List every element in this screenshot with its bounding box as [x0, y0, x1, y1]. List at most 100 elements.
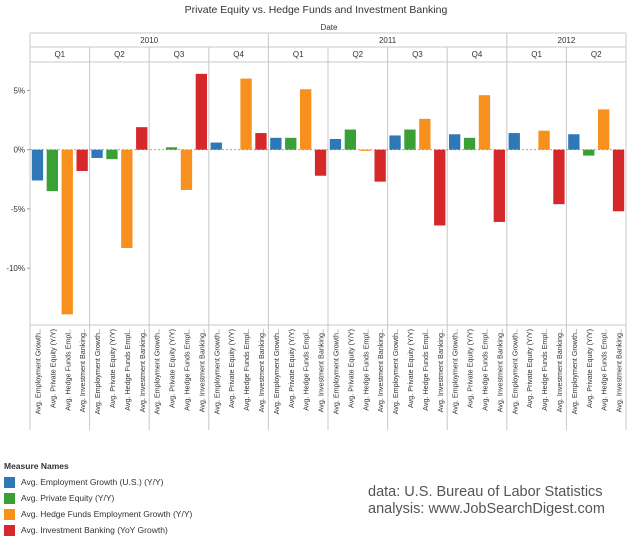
- quarter-header: Q4: [472, 50, 483, 59]
- x-label: Avg. Private Equity (Y/Y): [227, 329, 236, 408]
- x-label: Avg. Private Equity (Y/Y): [406, 329, 415, 408]
- bar: [61, 149, 73, 315]
- quarter-header: Q4: [233, 50, 244, 59]
- bar: [165, 147, 178, 150]
- y-tick-label: -10%: [6, 264, 25, 273]
- year-header: 2012: [558, 36, 576, 45]
- quarter-header: Q2: [591, 50, 602, 59]
- legend-item-hedge-funds[interactable]: Avg. Hedge Funds Employment Growth (Y/Y): [4, 506, 192, 522]
- legend-item-employment-growth[interactable]: Avg. Employment Growth (U.S.) (Y/Y): [4, 474, 192, 490]
- x-label: Avg. Hedge Funds Empl..: [182, 329, 191, 411]
- quarter-header: Q1: [54, 50, 65, 59]
- x-label: Avg. Investment Banking..: [615, 329, 624, 412]
- bar: [463, 137, 476, 150]
- legend: Measure Names Avg. Employment Growth (U.…: [4, 461, 192, 538]
- bar: [419, 118, 431, 150]
- bar: [583, 149, 595, 156]
- x-label: Avg. Private Equity (Y/Y): [168, 329, 177, 408]
- bar: [434, 149, 446, 226]
- source-note: data: U.S. Bureau of Labor Statistics an…: [368, 484, 605, 518]
- x-label: Avg. Investment Banking..: [78, 329, 87, 412]
- x-label: Avg. Private Equity (Y/Y): [525, 329, 534, 408]
- legend-label: Avg. Employment Growth (U.S.) (Y/Y): [21, 477, 164, 487]
- x-label: Avg. Employment Growth..: [153, 329, 162, 414]
- legend-swatch: [4, 476, 15, 488]
- bar: [344, 129, 357, 150]
- x-label: Avg. Hedge Funds Empl..: [421, 329, 430, 411]
- year-header: 2011: [379, 36, 397, 45]
- column-axis-title: Date: [321, 23, 338, 32]
- y-tick-label: 0%: [13, 146, 25, 155]
- x-label: Avg. Employment Growth..: [331, 329, 340, 414]
- bar: [121, 149, 133, 248]
- bar: [374, 149, 386, 182]
- bar: [359, 149, 371, 151]
- quarter-header: Q2: [352, 50, 363, 59]
- y-tick-label: 5%: [13, 86, 25, 95]
- x-label: Avg. Private Equity (Y/Y): [287, 329, 296, 408]
- bar: [240, 78, 252, 150]
- x-label: Avg. Employment Growth..: [33, 329, 42, 414]
- quarter-header: Q3: [174, 50, 185, 59]
- bar: [612, 149, 625, 212]
- legend-item-private-equity[interactable]: Avg. Private Equity (Y/Y): [4, 490, 192, 506]
- bar: [285, 137, 297, 150]
- chart: Private Equity vs. Hedge Funds and Inves…: [6, 4, 627, 430]
- bar: [270, 137, 282, 150]
- bar: [478, 95, 491, 150]
- bar: [299, 89, 312, 150]
- legend-title: Measure Names: [4, 461, 69, 471]
- x-label: Avg. Investment Banking..: [257, 329, 266, 412]
- x-label: Avg. Hedge Funds Empl..: [600, 329, 609, 411]
- legend-label: Avg. Hedge Funds Employment Growth (Y/Y): [21, 509, 193, 519]
- x-label: Avg. Investment Banking..: [197, 329, 206, 412]
- quarter-header: Q2: [114, 50, 125, 59]
- x-label: Avg. Investment Banking..: [495, 329, 504, 412]
- bar: [568, 134, 580, 150]
- bar: [448, 134, 461, 150]
- x-label: Avg. Employment Growth..: [272, 329, 281, 414]
- x-label: Avg. Investment Banking..: [317, 329, 326, 412]
- bar: [553, 149, 565, 205]
- x-label: Avg. Hedge Funds Empl..: [540, 329, 549, 411]
- x-label: Avg. Employment Growth..: [391, 329, 400, 414]
- x-label: Avg. Hedge Funds Empl..: [63, 329, 72, 411]
- x-label: Avg. Private Equity (Y/Y): [466, 329, 475, 408]
- year-header: 2010: [140, 36, 158, 45]
- x-label: Avg. Private Equity (Y/Y): [585, 329, 594, 408]
- bar: [597, 109, 610, 150]
- quarter-header: Q1: [293, 50, 304, 59]
- bar: [180, 149, 193, 190]
- x-label: Avg. Employment Growth..: [212, 329, 221, 414]
- source-line-analysis: analysis: www.JobSearchDigest.com: [368, 501, 605, 517]
- x-label: Avg. Employment Growth..: [510, 329, 519, 414]
- bar: [314, 149, 327, 176]
- x-label: Avg. Employment Growth..: [451, 329, 460, 414]
- legend-item-investment-banking[interactable]: Avg. Investment Banking (YoY Growth): [4, 522, 192, 538]
- bar: [538, 130, 550, 150]
- y-tick-label: -5%: [11, 205, 25, 214]
- bar: [508, 133, 520, 150]
- legend-label: Avg. Private Equity (Y/Y): [21, 493, 115, 503]
- legend-swatch: [4, 524, 15, 536]
- bar: [46, 149, 59, 192]
- x-label: Avg. Investment Banking..: [376, 329, 385, 412]
- source-line-data: data: U.S. Bureau of Labor Statistics: [368, 484, 603, 500]
- bar: [389, 135, 401, 150]
- bar: [210, 142, 222, 150]
- bar: [106, 149, 118, 160]
- x-label: Avg. Employment Growth..: [570, 329, 579, 414]
- bar: [31, 149, 44, 181]
- x-label: Avg. Hedge Funds Empl..: [302, 329, 311, 411]
- bar: [136, 127, 148, 150]
- x-label: Avg. Investment Banking..: [138, 329, 147, 412]
- bar: [91, 149, 103, 158]
- x-label: Avg. Investment Banking..: [436, 329, 445, 412]
- chart-title: Private Equity vs. Hedge Funds and Inves…: [185, 4, 448, 16]
- x-label: Avg. Hedge Funds Empl..: [123, 329, 132, 411]
- x-label: Avg. Hedge Funds Empl..: [242, 329, 251, 411]
- x-label: Avg. Investment Banking..: [555, 329, 564, 412]
- legend-swatch: [4, 508, 15, 520]
- bar: [76, 149, 88, 171]
- quarter-header: Q3: [412, 50, 423, 59]
